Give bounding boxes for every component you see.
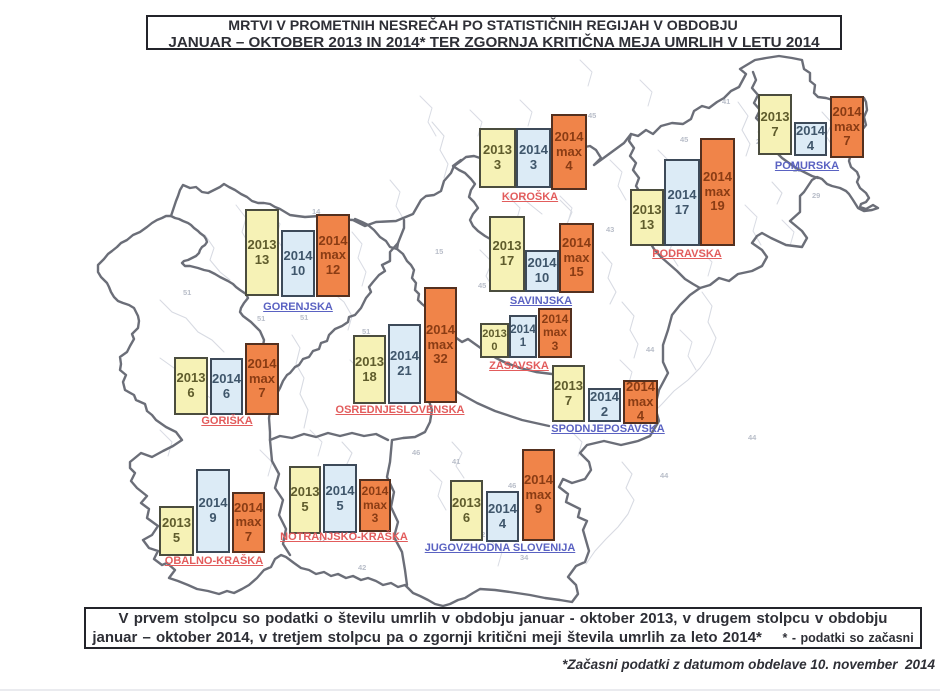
svg-text:15: 15 — [435, 247, 443, 256]
svg-text:44: 44 — [660, 471, 669, 480]
svg-text:46: 46 — [508, 481, 516, 490]
svg-text:51: 51 — [300, 313, 308, 322]
svg-text:41: 41 — [722, 97, 730, 106]
svg-text:45: 45 — [680, 135, 688, 144]
svg-text:44: 44 — [748, 433, 757, 442]
svg-text:45: 45 — [588, 111, 596, 120]
svg-text:45: 45 — [478, 281, 486, 290]
svg-text:46: 46 — [412, 448, 420, 457]
svg-text:42: 42 — [358, 563, 366, 572]
svg-text:12: 12 — [318, 535, 326, 544]
svg-text:29: 29 — [812, 191, 820, 200]
svg-text:41: 41 — [452, 457, 460, 466]
svg-text:51: 51 — [362, 327, 370, 336]
svg-text:43: 43 — [606, 225, 614, 234]
svg-text:51: 51 — [257, 314, 265, 323]
svg-text:51: 51 — [183, 288, 191, 297]
svg-text:44: 44 — [646, 345, 655, 354]
svg-text:34: 34 — [520, 553, 529, 562]
svg-text:14: 14 — [312, 207, 321, 216]
